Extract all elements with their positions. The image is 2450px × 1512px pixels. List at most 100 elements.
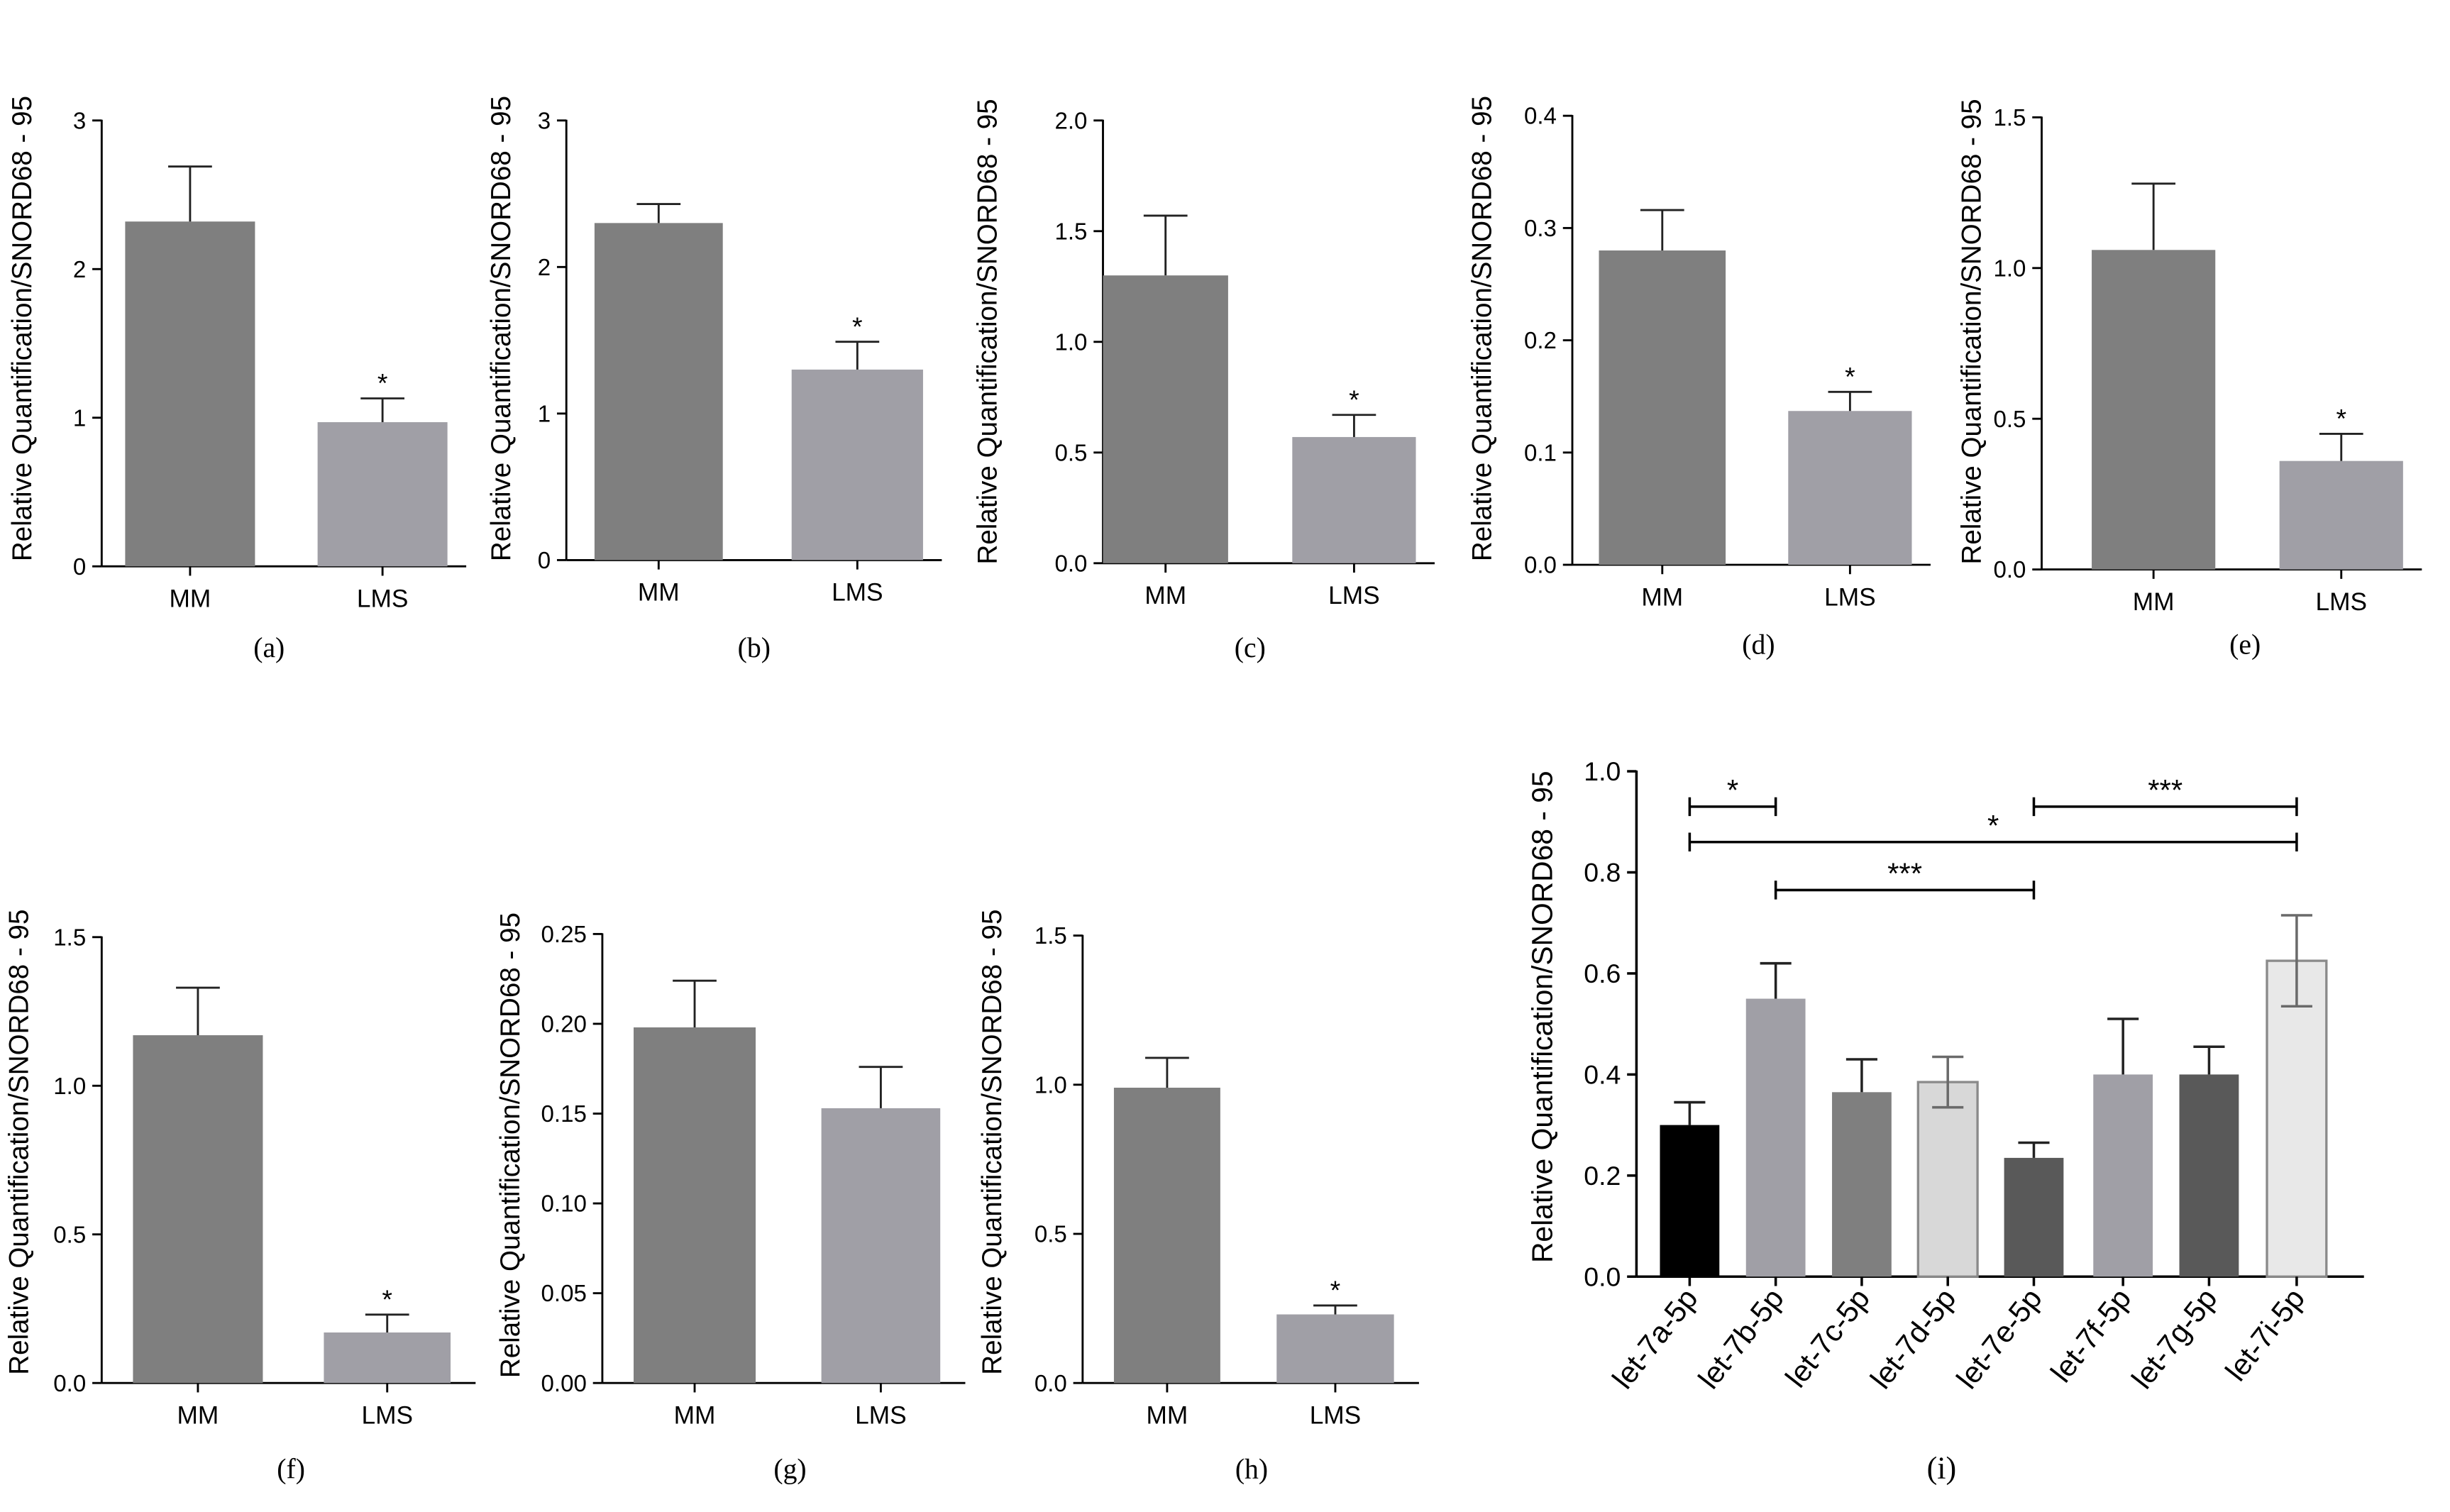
y-tick-label: 1.5	[1034, 923, 1067, 949]
y-tick-label: 0.0	[1054, 551, 1087, 577]
y-tick-label: 3	[538, 108, 551, 134]
significance-marker: *	[1349, 385, 1359, 414]
bar-lms	[1788, 411, 1912, 565]
y-tick-label: 0.0	[1524, 553, 1557, 579]
y-tick-label: 2	[538, 255, 551, 281]
panel-label: (c)	[1235, 632, 1266, 663]
y-tick-label: 0.4	[1584, 1060, 1621, 1090]
y-axis-title: Relative Quantification/SNORD68 - 95	[495, 912, 526, 1378]
y-tick-label: 0	[73, 554, 86, 580]
bar-mm	[2092, 250, 2216, 570]
y-axis-title: Relative Quantification/SNORD68 - 95	[486, 96, 517, 561]
panel-label: (i)	[1927, 1451, 1957, 1486]
bar-mm	[125, 221, 255, 567]
y-tick-label: 0.05	[541, 1281, 587, 1307]
bar-let-7i-5p	[2266, 959, 2328, 1278]
y-tick-label: 0.0	[53, 1371, 86, 1397]
y-axis-title: Relative Quantification/SNORD68 - 95	[977, 910, 1008, 1375]
comparison-significance: *	[1987, 809, 1999, 842]
x-tick-label: MM	[1144, 582, 1186, 609]
panel-label: (e)	[2229, 629, 2261, 661]
x-tick-label: LMS	[361, 1402, 413, 1430]
y-tick-label: 0.2	[1524, 328, 1557, 354]
x-tick-label: LMS	[855, 1402, 907, 1430]
y-axis-title: Relative Quantification/SNORD68 - 95	[1957, 99, 1987, 564]
bar-lms	[2279, 460, 2403, 570]
chart-panel-h: 0.0 0.5 1.0 1.5 Relative Quantification/SNOR…	[977, 910, 1419, 1485]
panel-label: (d)	[1742, 629, 1775, 661]
y-tick-label: 1.0	[1034, 1072, 1067, 1098]
bar-lms	[317, 422, 448, 567]
x-tick-label: let-7d-5p	[1864, 1282, 1963, 1395]
bar-lms	[1292, 436, 1416, 563]
x-tick-label: LMS	[1310, 1402, 1362, 1430]
significance-marker: *	[1845, 362, 1855, 392]
bar-let-7a-5p	[1660, 1125, 1720, 1277]
y-tick-label: 1.0	[1584, 756, 1621, 786]
y-tick-label: 1	[73, 405, 86, 431]
x-tick-label: let-7a-5p	[1606, 1282, 1704, 1395]
bar-let-7g-5p	[2179, 1074, 2239, 1277]
x-tick-label: MM	[674, 1402, 716, 1430]
y-axis-title: Relative Quantification/SNORD68 - 95	[1467, 96, 1497, 561]
y-tick-label: 0.5	[1054, 440, 1087, 466]
x-tick-label: let-7c-5p	[1779, 1282, 1876, 1394]
y-tick-label: 0.0	[1584, 1262, 1621, 1291]
chart-panel-a: 0 1 2 3 Relative Quantification/SNORD68 - 95…	[7, 96, 467, 663]
bar-mm	[1599, 250, 1726, 565]
bar-let-7b-5p	[1745, 998, 1806, 1277]
y-tick-label: 0.2	[1584, 1161, 1621, 1191]
bar-lms	[1276, 1314, 1394, 1384]
y-tick-label: 0.5	[1034, 1222, 1067, 1248]
bar-mm	[1113, 1087, 1220, 1384]
chart-panel-g: 0.00 0.05 0.10 0.15 0.20 0.25 Relative Quantif…	[495, 912, 966, 1485]
panel-label: (f)	[277, 1454, 305, 1485]
bar-mm	[594, 223, 723, 561]
y-tick-label: 0.6	[1584, 959, 1621, 988]
y-axis-title: Relative Quantification/SNORD68 - 95	[973, 99, 1003, 564]
comparison-significance: *	[1727, 773, 1738, 807]
y-tick-label: 1	[538, 401, 551, 427]
x-tick-label: LMS	[832, 579, 883, 607]
significance-marker: *	[377, 368, 388, 398]
x-tick-label: LMS	[357, 585, 409, 613]
x-tick-label: let-7e-5p	[1950, 1282, 2048, 1395]
x-tick-label: MM	[2133, 588, 2175, 616]
y-tick-label: 1.0	[1054, 329, 1087, 355]
x-tick-label: MM	[638, 579, 680, 607]
y-tick-label: 1.0	[1993, 255, 2026, 282]
y-tick-label: 0	[538, 548, 551, 574]
panel-label: (b)	[738, 632, 771, 663]
significance-marker: *	[382, 1284, 392, 1314]
x-tick-label: LMS	[1328, 582, 1380, 609]
chart-panel-f: 0.0 0.5 1.0 1.5 Relative Quantification/SNOR…	[4, 910, 476, 1485]
bar-lms	[791, 369, 923, 561]
x-tick-label: MM	[170, 585, 211, 613]
y-tick-label: 0.3	[1524, 216, 1557, 242]
comparison-significance: ***	[1887, 857, 1922, 890]
panel-label: (g)	[773, 1454, 806, 1485]
x-tick-label: LMS	[2315, 588, 2367, 616]
y-axis-title: Relative Quantification/SNORD68 - 95	[4, 910, 35, 1375]
y-tick-label: 1.5	[53, 925, 86, 951]
y-tick-label: 3	[73, 108, 86, 134]
y-tick-label: 1.0	[53, 1074, 86, 1100]
x-tick-label: MM	[1147, 1402, 1188, 1430]
x-tick-label: let-7g-5p	[2125, 1282, 2224, 1395]
y-tick-label: 0.5	[53, 1222, 86, 1248]
bar-let-7d-5p	[1916, 1081, 1979, 1278]
x-tick-label: MM	[177, 1402, 219, 1430]
bar-let-7e-5p	[2004, 1157, 2064, 1277]
x-tick-label: MM	[1641, 583, 1683, 611]
bar-lms	[324, 1332, 451, 1384]
x-tick-label: let-7f-5p	[2044, 1282, 2138, 1389]
y-tick-label: 1.5	[1054, 219, 1087, 245]
bar-mm	[133, 1035, 263, 1384]
significance-marker: *	[852, 311, 863, 341]
y-tick-label: 0.10	[541, 1191, 587, 1218]
y-tick-label: 0.0	[1993, 557, 2026, 583]
chart-panel-b: 0 1 2 3 Relative Quantification/SNORD68 - 95…	[486, 96, 942, 663]
y-axis-title: Relative Quantification/SNORD68 - 95	[1525, 771, 1558, 1263]
